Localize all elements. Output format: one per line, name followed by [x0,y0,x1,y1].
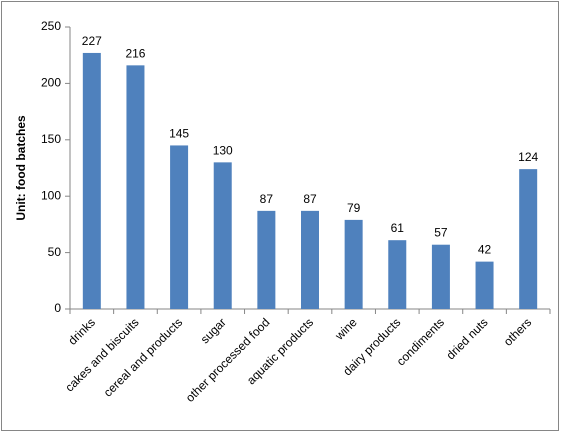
y-tick-label: 50 [48,245,62,259]
data-label: 227 [82,34,102,48]
data-label: 42 [478,243,492,257]
bar [126,65,145,310]
bar [82,52,101,309]
data-label: 124 [518,150,538,164]
data-label: 87 [260,192,274,206]
bar [388,240,407,309]
y-tick-label: 250 [41,19,61,33]
data-label: 130 [213,143,233,157]
data-label: 145 [169,126,189,140]
bar [475,261,494,309]
bar [519,169,538,309]
y-tick-label: 200 [41,76,61,90]
bar [431,244,450,309]
data-label: 61 [391,221,405,235]
y-tick-label: 100 [41,188,61,202]
bar [344,219,363,309]
y-tick-label: 0 [54,301,61,315]
data-label: 216 [125,46,145,60]
bar [213,162,232,309]
y-tick-label: 150 [41,132,61,146]
data-label: 87 [303,192,317,206]
bar [301,210,319,309]
data-label: 57 [434,226,448,240]
y-axis-label: Unit: food batches [14,115,28,221]
data-label: 79 [347,201,361,215]
bar [257,210,276,309]
bar [170,145,189,309]
